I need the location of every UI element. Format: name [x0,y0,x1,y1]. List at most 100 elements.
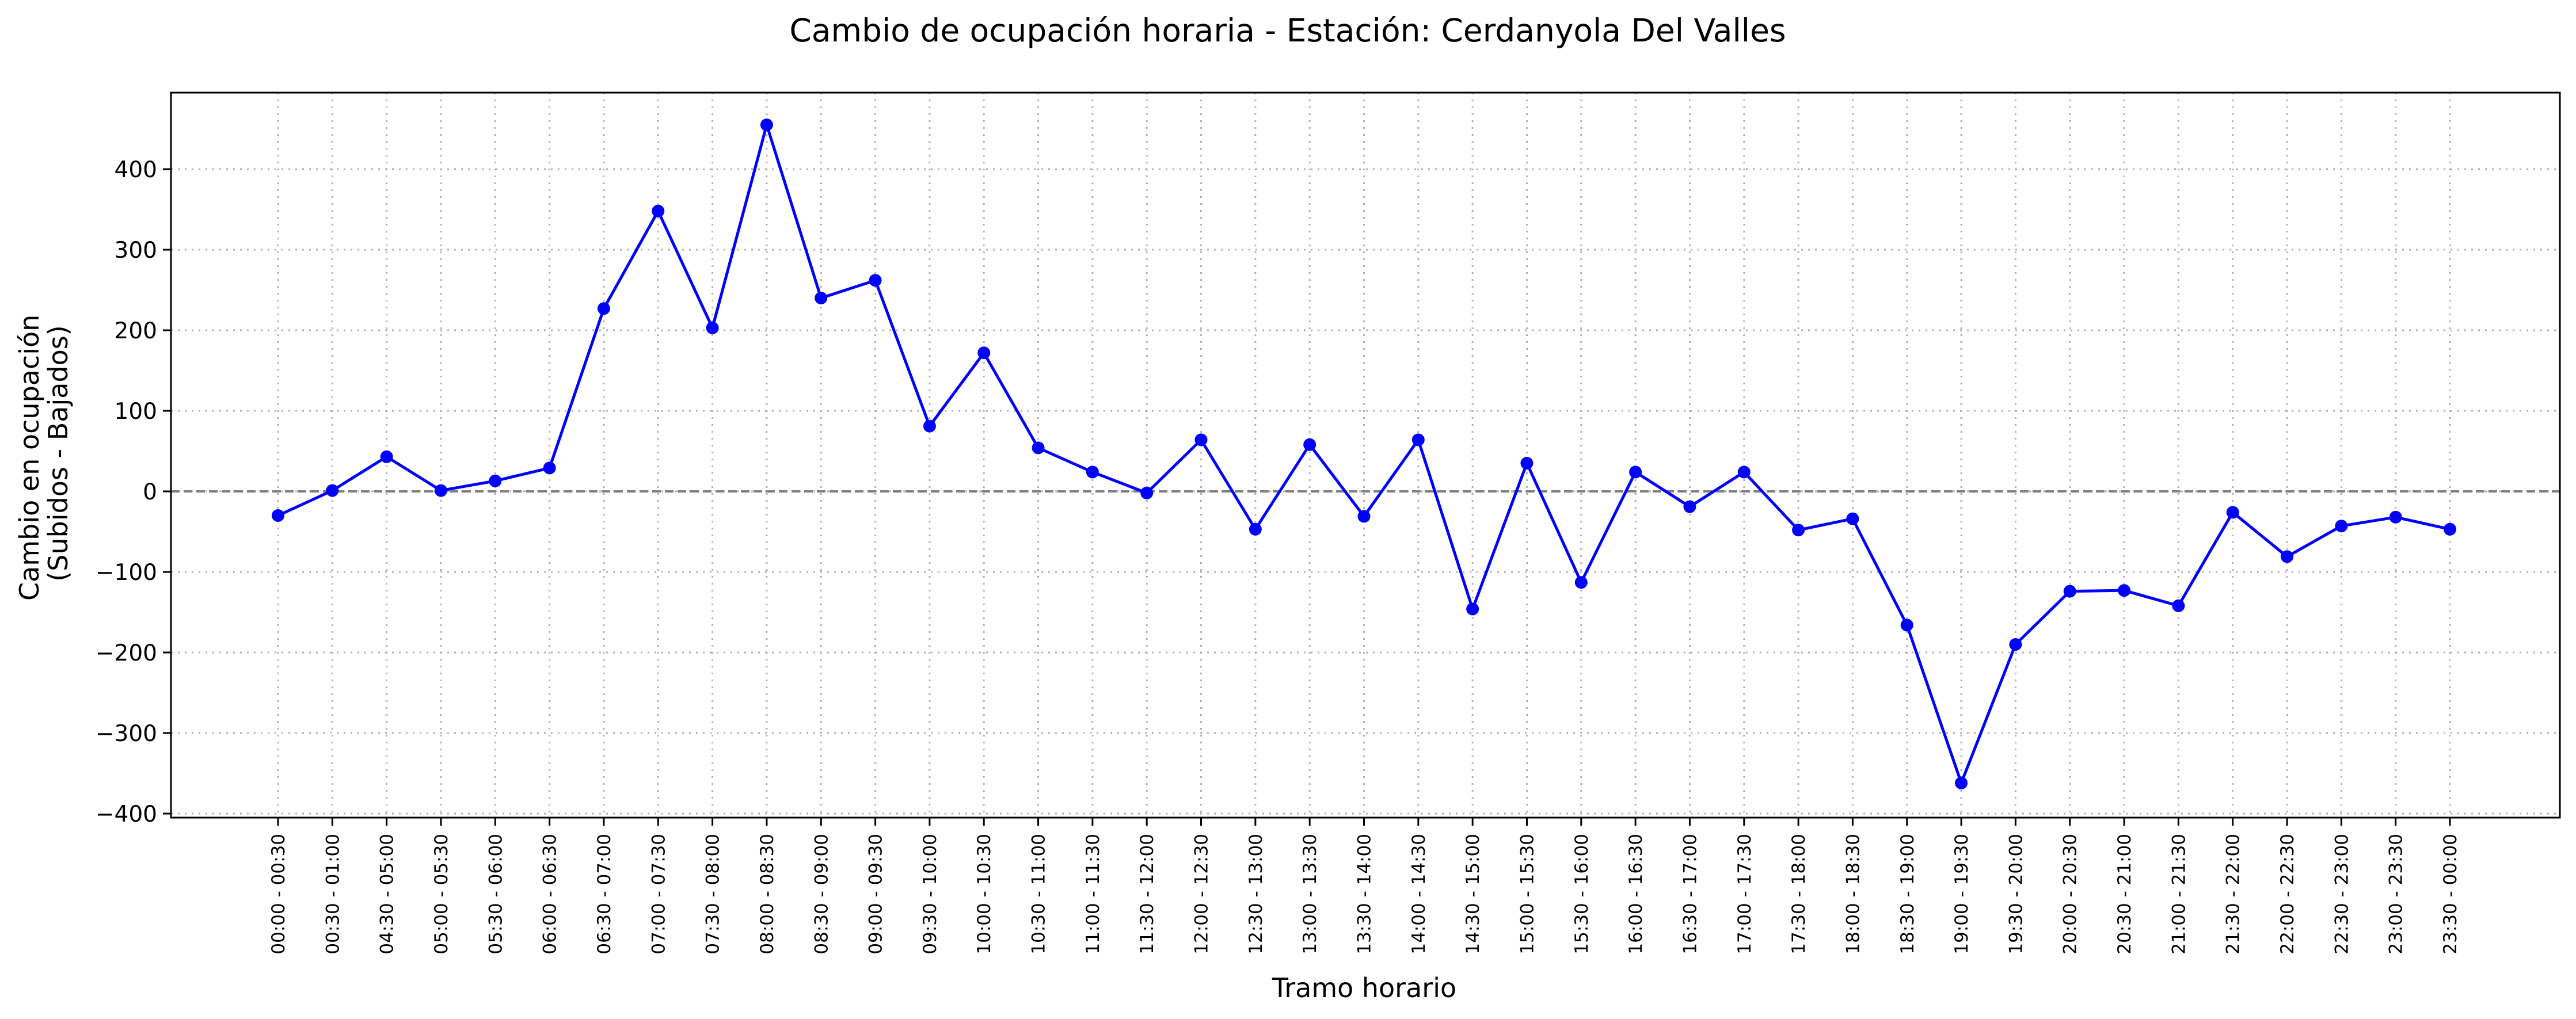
x-tick-label: 13:30 - 14:00 [1354,834,1375,955]
data-point [1900,619,1913,632]
x-tick-label: 11:00 - 11:30 [1083,834,1104,955]
chart-title: Cambio de ocupación horaria - Estación: … [789,12,1786,49]
data-point [1792,524,1805,537]
x-tick-label: 16:30 - 17:00 [1680,834,1700,955]
data-point [2172,599,2185,612]
x-tick-label: 18:00 - 18:30 [1843,834,1863,955]
data-point [2389,510,2402,524]
data-point [543,461,556,475]
x-tick-label: 13:00 - 13:30 [1300,834,1321,955]
data-point [2009,638,2022,651]
y-tick-label: 200 [115,318,157,344]
data-point [1032,441,1045,455]
x-tick-label: 08:30 - 09:00 [811,834,832,955]
data-point [652,204,665,217]
y-axis-label-line-2: (Subidos - Bajados) [43,325,74,581]
x-tick-label: 07:00 - 07:30 [648,834,669,955]
y-axis-label: Cambio en ocupación (Subidos - Bajados) [14,306,74,601]
data-point [706,321,719,334]
x-tick-label: 12:00 - 12:30 [1192,834,1212,955]
data-point [1086,465,1099,479]
x-tick-label: 00:30 - 01:00 [322,834,343,955]
data-point [1846,512,1859,525]
y-tick-label: 400 [115,157,157,183]
x-tick-label: 14:00 - 14:30 [1409,834,1429,955]
y-tick-label: −400 [96,802,157,827]
data-point [760,119,773,131]
x-tick-label: 09:00 - 09:30 [866,834,886,955]
data-point [1955,776,1968,789]
y-axis-label-line-1: Cambio en ocupación [14,315,45,601]
data-point [489,474,502,487]
data-point [597,302,610,315]
data-point [1411,433,1425,446]
x-tick-label: 20:00 - 20:30 [2060,834,2081,955]
data-point [1466,602,1479,616]
x-tick-label: 10:00 - 10:30 [974,834,995,955]
data-point [923,419,936,433]
data-point [1683,500,1696,513]
series-polyline [277,123,2451,785]
y-tick-label: −300 [96,721,157,747]
data-point [1140,486,1154,499]
data-point [326,484,339,497]
x-tick-label: 09:30 - 10:00 [920,834,941,955]
data-point [869,274,882,287]
x-axis-label: Tramo horario [1272,972,1456,1003]
x-tick-label: 19:30 - 20:00 [2006,834,2026,955]
data-point [2281,550,2294,563]
x-tick-label: 22:00 - 22:30 [2277,834,2298,955]
data-point [1629,465,1642,479]
x-tick-label: 05:00 - 05:30 [431,834,452,955]
series-line [272,119,2456,789]
data-point [2444,522,2456,536]
y-tick-label: 0 [143,479,157,505]
x-tick-label: 08:00 - 08:30 [757,834,778,955]
x-tick-label: 07:30 - 08:00 [703,834,724,955]
data-point [1303,438,1316,451]
data-point [977,346,991,360]
data-point [272,509,284,522]
x-tick-label: 05:30 - 06:00 [485,834,506,955]
x-tick-label: 17:00 - 17:30 [1734,834,1755,955]
x-tick-label: 19:00 - 19:30 [1951,834,1972,955]
x-tick-label: 15:30 - 16:00 [1572,834,1592,955]
data-point [2226,506,2239,519]
x-tick-label: 21:30 - 22:00 [2223,834,2244,955]
data-point [2063,585,2076,598]
x-tick-label: 23:30 - 00:00 [2440,834,2461,955]
data-point [1357,510,1371,523]
x-tick-label: 11:30 - 12:00 [1137,834,1158,955]
data-point [2118,584,2131,597]
x-tick-label: 10:30 - 11:00 [1029,834,1049,955]
y-tick-label: 300 [115,238,157,264]
data-point [1249,522,1262,536]
x-tick-label: 18:30 - 19:00 [1897,834,1918,955]
x-tick-label: 06:30 - 07:00 [594,834,615,955]
data-point [1194,433,1208,446]
data-point [434,484,447,497]
x-tick-label: 23:00 - 23:30 [2386,834,2407,955]
plot-area [170,91,2561,819]
data-point [1574,576,1588,589]
x-tick-label: 00:00 - 00:30 [268,834,289,955]
y-tick-label: −200 [96,640,157,666]
data-point [1520,457,1534,470]
y-tick-label: 100 [115,399,157,425]
x-tick-label: 20:30 - 21:00 [2114,834,2135,955]
data-point [815,292,828,304]
data-point [380,450,393,463]
x-tick-label: 15:00 - 15:30 [1517,834,1538,955]
y-axis: −400 −300 −200 −100 0 100 200 300 400 [96,157,171,827]
x-tick-label: 17:30 - 18:00 [1789,834,1809,955]
grid-lines [171,93,2560,818]
x-tick-label: 06:00 - 06:30 [540,834,561,955]
data-point [1737,465,1751,479]
x-tick-label: 22:30 - 23:00 [2331,834,2352,955]
x-tick-label: 04:30 - 05:00 [377,834,398,955]
x-tick-label: 21:00 - 21:30 [2168,834,2189,955]
y-tick-label: −100 [96,560,157,586]
data-point [2335,520,2348,533]
x-tick-label: 14:30 - 15:00 [1463,834,1483,955]
